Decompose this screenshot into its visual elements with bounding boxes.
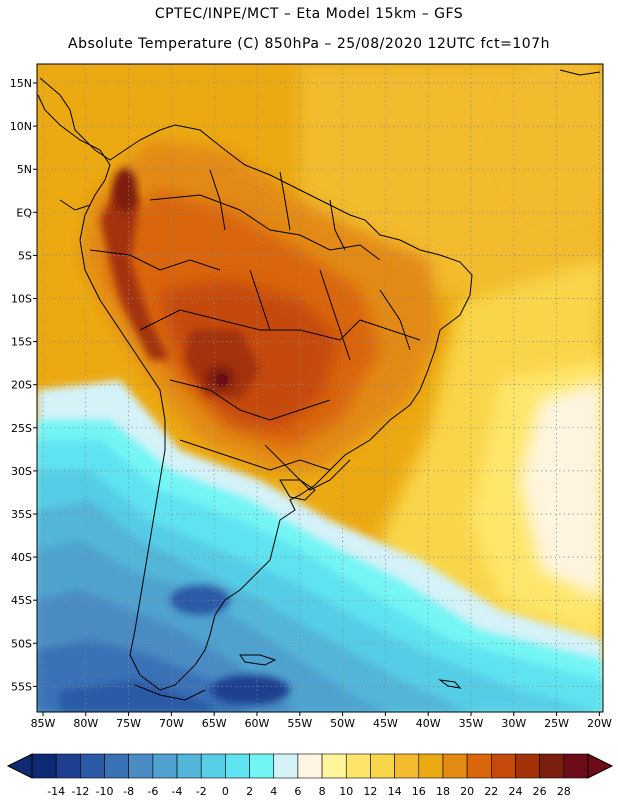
- colorbar-tick-label: -6: [147, 785, 158, 798]
- colorbar-tick-label: 16: [412, 785, 426, 798]
- colorbar-cell: [80, 753, 105, 779]
- colorbar-tick-label: -8: [123, 785, 134, 798]
- colorbar-under-arrow: [6, 753, 33, 779]
- colorbar-cell: [225, 753, 250, 779]
- header-title-field: Absolute Temperature (C) 850hPa – 25/08/…: [68, 36, 550, 52]
- colorbar-cell: [176, 753, 202, 779]
- lon-label: 75W: [116, 717, 141, 730]
- lat-label: 5S: [18, 249, 32, 262]
- colorbar-cell: [563, 753, 589, 779]
- colorbar-cell: [55, 753, 81, 779]
- colorbar-cell: [152, 753, 178, 779]
- colorbar-cell: [273, 753, 299, 779]
- lon-label: 65W: [202, 717, 227, 730]
- colorbar-cell: [345, 753, 371, 779]
- colorbar-cell: [297, 753, 323, 779]
- colorbar-cell: [128, 753, 154, 779]
- colorbar-over-arrow: [587, 753, 614, 779]
- lon-label: 35W: [459, 717, 484, 730]
- lon-label: 45W: [373, 717, 398, 730]
- colorbar-cells: [31, 753, 589, 779]
- colorbar-tick-label: 10: [339, 785, 353, 798]
- colorbar-tick-label: 8: [319, 785, 326, 798]
- colorbar-cell: [491, 753, 516, 779]
- colorbar-cell: [466, 753, 492, 779]
- lat-label: 15N: [10, 77, 32, 90]
- colorbar-tick-labels: -14 -12 -10 -8 -6 -4 -2 0 2 4 6 8 10 12 14 16 18 20 22 24 26…: [47, 785, 571, 798]
- lat-label: 5N: [17, 163, 32, 176]
- lat-label: 40S: [11, 551, 32, 564]
- lon-label: 70W: [159, 717, 184, 730]
- lat-label: 10N: [10, 120, 32, 133]
- lat-label: 15S: [11, 336, 32, 349]
- colorbar-tick-label: -10: [96, 785, 114, 798]
- graticule: [37, 64, 603, 712]
- colorbar-tick-label: 24: [508, 785, 522, 798]
- colorbar-tick-label: 28: [557, 785, 571, 798]
- lon-label: 40W: [416, 717, 441, 730]
- colorbar-cell: [31, 753, 57, 779]
- colorbar-cell: [370, 753, 395, 779]
- colorbar-tick-label: 26: [533, 785, 547, 798]
- colorbar-cell: [200, 753, 226, 779]
- colorbar-tick-label: 18: [436, 785, 450, 798]
- lat-label: 35S: [11, 508, 32, 521]
- colorbar-cell: [104, 753, 129, 779]
- colorbar-cell: [249, 753, 275, 779]
- lon-label: 30W: [501, 717, 526, 730]
- lon-label: 50W: [330, 717, 355, 730]
- colorbar-cell: [418, 753, 444, 779]
- colorbar-tick-label: 22: [484, 785, 498, 798]
- colorbar-tick-label: 20: [460, 785, 474, 798]
- lon-label: 55W: [287, 717, 312, 730]
- lat-label: EQ: [16, 206, 32, 219]
- colorbar-tick-label: -2: [196, 785, 207, 798]
- colorbar-tick-label: -12: [71, 785, 89, 798]
- lat-label: 55S: [11, 680, 32, 693]
- lat-label: 50S: [11, 637, 32, 650]
- lon-label: 20W: [587, 717, 612, 730]
- header-title-model: CPTEC/INPE/MCT – Eta Model 15km – GFS: [154, 6, 464, 22]
- colorbar-tick-label: 6: [294, 785, 301, 798]
- longitude-labels: 85W 80W 75W 70W 65W 60W 55W 50W 45W 40W 35W 30W 25W 2…: [31, 712, 612, 730]
- colorbar-cell: [515, 753, 540, 779]
- latitude-labels: 15N 10N 5N EQ 5S 10S 15S 20S 25S 30S 35S 40S 45S 50S 5…: [10, 77, 37, 693]
- temperature-field: [37, 64, 603, 712]
- colorbar-cell: [442, 753, 468, 779]
- lon-label: 80W: [73, 717, 98, 730]
- colorbar-tick-label: -14: [47, 785, 65, 798]
- colorbar-tick-label: 4: [270, 785, 277, 798]
- lat-label: 45S: [11, 594, 32, 607]
- lat-label: 30S: [11, 465, 32, 478]
- colorbar-cell: [394, 753, 420, 779]
- lon-label: 85W: [31, 717, 56, 730]
- lat-label: 25S: [11, 422, 32, 435]
- colorbar-tick-label: 12: [363, 785, 377, 798]
- coastlines-and-borders: [37, 69, 601, 701]
- colorbar-tick-label: 2: [246, 785, 253, 798]
- colorbar-cell: [539, 753, 565, 779]
- lon-label: 60W: [245, 717, 270, 730]
- lat-label: 20S: [11, 379, 32, 392]
- colorbar-tick-label: 0: [222, 785, 229, 798]
- map-frame: [36, 63, 604, 713]
- lon-label: 25W: [544, 717, 569, 730]
- colorbar-tick-label: -4: [172, 785, 183, 798]
- colorbar-cell: [321, 753, 347, 779]
- colorbar-tick-label: 14: [388, 785, 402, 798]
- lat-label: 10S: [11, 293, 32, 306]
